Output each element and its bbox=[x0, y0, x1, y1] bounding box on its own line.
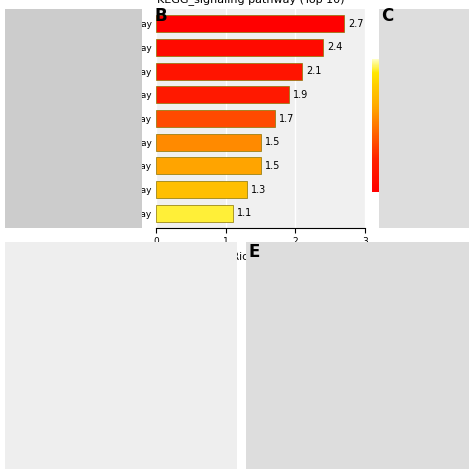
Bar bbox=[156, 63, 302, 80]
Text: 1.5: 1.5 bbox=[265, 137, 280, 147]
Text: 2.7: 2.7 bbox=[348, 18, 364, 29]
Text: E: E bbox=[249, 243, 260, 261]
X-axis label: Rich Factor: Rich Factor bbox=[232, 252, 290, 262]
Text: 2.4: 2.4 bbox=[328, 42, 343, 53]
Text: 1.9: 1.9 bbox=[292, 90, 308, 100]
Text: B: B bbox=[154, 7, 167, 25]
Y-axis label: p Value: p Value bbox=[418, 106, 428, 145]
Title: KEGG_signaling pathway (Top 10): KEGG_signaling pathway (Top 10) bbox=[156, 0, 344, 5]
Bar bbox=[156, 181, 247, 198]
Bar bbox=[156, 15, 344, 32]
Text: 1.7: 1.7 bbox=[279, 113, 294, 124]
Bar bbox=[156, 110, 274, 127]
Text: 1.5: 1.5 bbox=[265, 161, 280, 171]
Text: 1.3: 1.3 bbox=[251, 184, 266, 195]
Text: C: C bbox=[382, 7, 394, 25]
Bar bbox=[156, 134, 261, 151]
Bar bbox=[156, 86, 289, 103]
Text: 1.1: 1.1 bbox=[237, 208, 252, 219]
Bar bbox=[156, 157, 261, 174]
Bar bbox=[156, 39, 323, 56]
Bar bbox=[156, 205, 233, 222]
Text: 2.1: 2.1 bbox=[307, 66, 322, 76]
